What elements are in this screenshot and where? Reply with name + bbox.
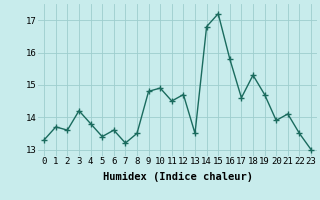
X-axis label: Humidex (Indice chaleur): Humidex (Indice chaleur) <box>103 172 252 182</box>
